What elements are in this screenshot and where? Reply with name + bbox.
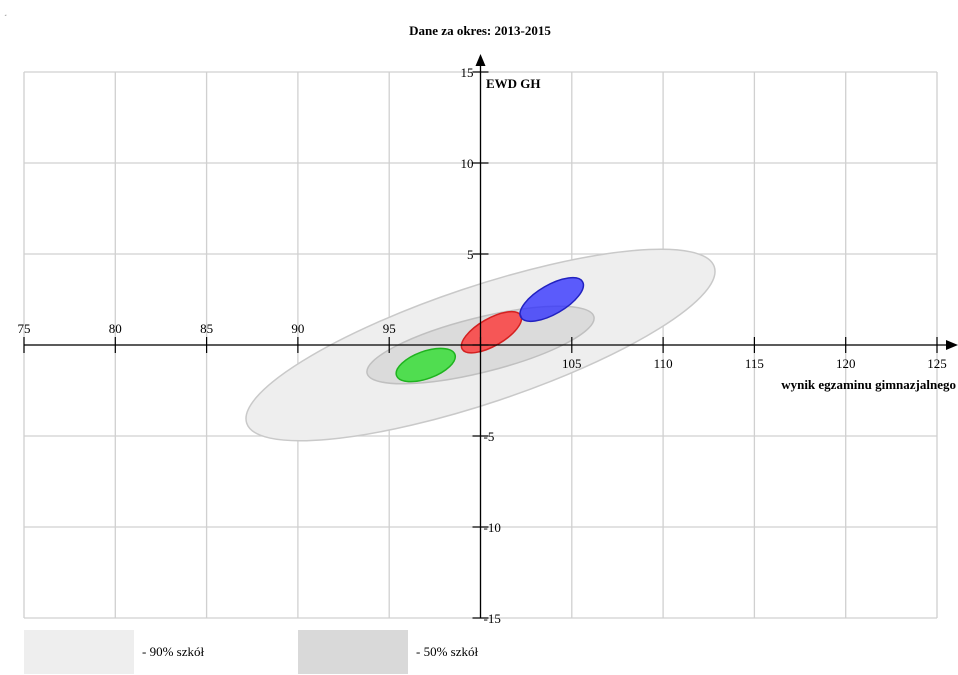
x-tick-label-8: 115 — [745, 356, 764, 371]
x-tick-label-4: 95 — [383, 321, 396, 336]
x-tick-label-0: 75 — [18, 321, 31, 336]
x-tick-label-9: 120 — [836, 356, 856, 371]
legend-swatch-90 — [24, 630, 134, 674]
y-axis-label: EWD GH — [486, 76, 541, 91]
y-tick-label-6: 15 — [461, 65, 474, 80]
x-axis-label: wynik egzaminu gimnazjalnego — [781, 377, 956, 392]
x-tick-label-3: 90 — [291, 321, 304, 336]
x-tick-label-2: 85 — [200, 321, 213, 336]
y-tick-label-4: 5 — [467, 247, 474, 262]
y-tick-label-1: -10 — [484, 520, 501, 535]
x-tick-label-7: 110 — [654, 356, 673, 371]
legend-label-50: - 50% szkół — [416, 644, 479, 659]
y-ticks: -15 -10 -5 5 10 15 — [461, 65, 501, 626]
y-tick-label-5: 10 — [461, 156, 474, 171]
x-axis-arrow — [946, 340, 958, 350]
x-ticks: 75 80 85 90 95 105 110 115 120 125 — [18, 321, 947, 371]
x-tick-label-10: 125 — [927, 356, 947, 371]
scatter-chart: ˼ 75 80 85 90 95 105 110 115 120 125 -15 -10 -5 5 10 1… — [4, 6, 958, 626]
x-tick-label-6: 105 — [562, 356, 582, 371]
legend-label-90: - 90% szkół — [142, 644, 205, 659]
ellipse-green — [395, 347, 457, 383]
corner-mark: ˼ — [4, 6, 7, 16]
y-tick-label-0: -15 — [484, 611, 501, 626]
ellipse-blue — [519, 276, 585, 323]
legend-item-50: - 50% szkół — [298, 630, 478, 674]
chart-title: Dane za okres: 2013-2015 — [409, 23, 551, 38]
legend-item-90: - 90% szkół — [24, 630, 204, 674]
legend-swatch-50 — [298, 630, 408, 674]
y-tick-label-2: -5 — [484, 429, 495, 444]
y-axis-arrow — [475, 54, 486, 66]
x-tick-label-1: 80 — [109, 321, 122, 336]
